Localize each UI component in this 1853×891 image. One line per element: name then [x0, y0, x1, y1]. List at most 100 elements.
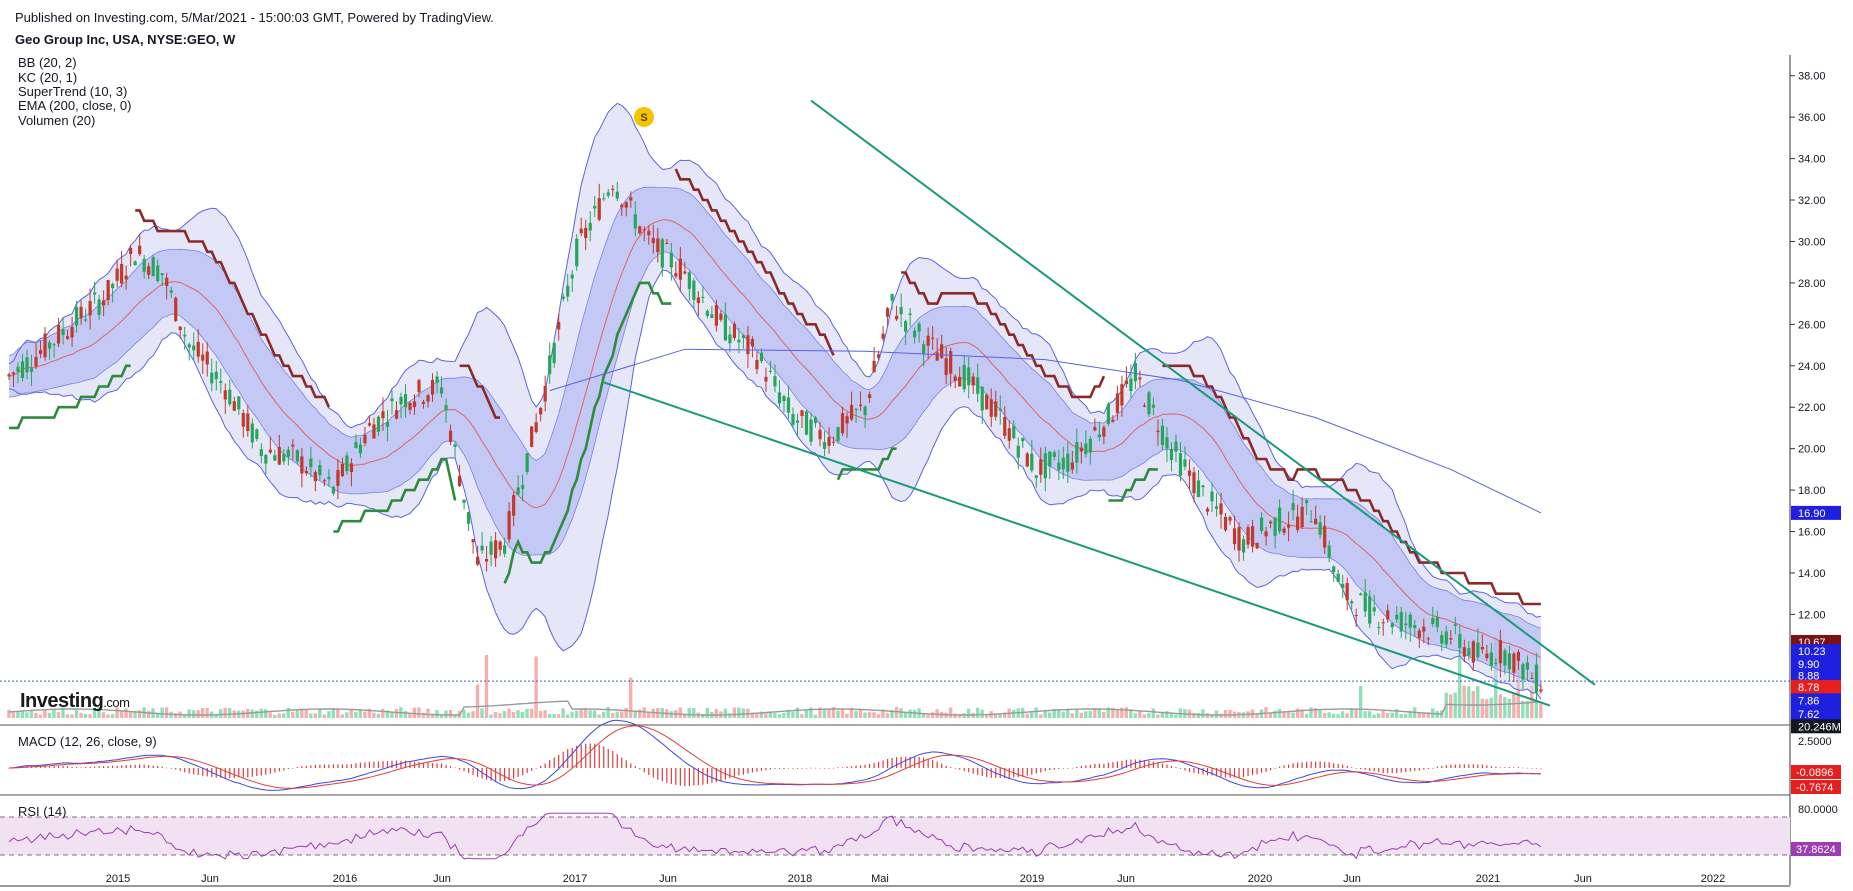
- candle-body: [1012, 425, 1016, 439]
- candle-body: [277, 447, 281, 465]
- macd-histogram-bar: [859, 765, 862, 768]
- macd-line: [8, 719, 1541, 791]
- candle-body: [1345, 583, 1349, 601]
- trendline[interactable]: [810, 99, 1596, 686]
- macd-histogram-bar: [679, 768, 681, 786]
- macd-histogram-bar: [323, 764, 325, 768]
- candle-body: [886, 308, 890, 317]
- volume-bar: [1093, 708, 1097, 718]
- bollinger-band-fill: [9, 103, 1541, 699]
- x-tick-label: Jun: [1574, 873, 1592, 885]
- volume-bar: [1273, 710, 1277, 718]
- volume-bar: [88, 714, 92, 718]
- macd-histogram-bar: [652, 768, 654, 778]
- macd-histogram-bar: [751, 768, 754, 773]
- candle-body: [786, 397, 791, 413]
- candle-body: [1521, 664, 1525, 680]
- candle-body: [795, 420, 800, 423]
- candle-body: [642, 229, 646, 231]
- volume-ma-line: [8, 700, 1541, 716]
- candle-body: [1476, 642, 1480, 658]
- volume-bar: [1534, 700, 1539, 718]
- macd-histogram-bar: [598, 744, 600, 768]
- candle-body: [156, 265, 160, 282]
- macd-histogram-bar: [265, 768, 267, 775]
- volume-bar: [1196, 713, 1201, 718]
- indicator-ema[interactable]: EMA (200, close, 0): [18, 98, 132, 113]
- macd-histogram-bar: [427, 762, 429, 768]
- volume-bar: [367, 708, 372, 718]
- volume-bar: [20, 710, 25, 718]
- trendline[interactable]: [603, 381, 1551, 707]
- macd-histogram-bar: [783, 768, 785, 769]
- macd-histogram-bar: [377, 761, 380, 768]
- volume-bar: [1458, 637, 1462, 718]
- candle-body: [354, 442, 358, 448]
- candle-body: [1205, 508, 1210, 512]
- candle-body: [295, 450, 299, 462]
- candle-body: [93, 292, 97, 295]
- macd-histogram-bar: [576, 745, 578, 768]
- candle-body: [1314, 518, 1318, 525]
- volume-bar: [597, 714, 601, 718]
- macd-histogram-bar: [513, 768, 515, 779]
- candle-body: [818, 429, 822, 440]
- candle-body: [367, 423, 372, 426]
- price-label-box: [1791, 644, 1841, 659]
- macd-histogram-bar: [1481, 764, 1483, 768]
- candle-body: [840, 413, 845, 434]
- candle-body: [516, 487, 520, 495]
- indicator-supertrend[interactable]: SuperTrend (10, 3): [18, 84, 128, 99]
- volume-bar: [899, 708, 903, 718]
- candle-body: [142, 258, 146, 272]
- volume-bar: [1219, 713, 1223, 718]
- rsi-label[interactable]: RSI (14): [18, 804, 67, 819]
- macd-histogram-bar: [94, 766, 96, 768]
- candle-body: [831, 441, 836, 443]
- macd-histogram-bar: [1369, 768, 1371, 771]
- macd-histogram-bar: [823, 768, 826, 769]
- volume-bar: [507, 708, 511, 718]
- volume-bar: [1318, 710, 1322, 718]
- macd-histogram-bar: [44, 766, 46, 768]
- volume-bar: [1192, 712, 1196, 718]
- macd-histogram-bar: [472, 768, 474, 776]
- x-tick-label: 2016: [333, 873, 357, 885]
- macd-histogram-bar: [1193, 768, 1195, 773]
- candle-body: [169, 290, 173, 293]
- indicator-kc[interactable]: KC (20, 1): [18, 70, 78, 85]
- candle-body: [1377, 626, 1381, 628]
- macd-histogram-bar: [1040, 768, 1042, 773]
- indicator-volume[interactable]: Volumen (20): [18, 113, 96, 128]
- candle-body: [1223, 516, 1228, 531]
- macd-histogram-bar: [283, 768, 285, 771]
- macd-histogram-bar: [1085, 765, 1087, 768]
- indicator-bb[interactable]: BB (20, 2): [18, 55, 77, 70]
- volume-bar: [1106, 707, 1110, 718]
- macd-label[interactable]: MACD (12, 26, close, 9): [18, 734, 157, 749]
- macd-histogram-bar: [688, 768, 690, 787]
- price-label-box: [1791, 679, 1841, 694]
- volume-bar: [651, 708, 655, 718]
- volume-bar: [1530, 685, 1534, 718]
- volume-bar: [408, 714, 412, 718]
- volume-bar: [74, 709, 79, 718]
- supertrend-down-line: [459, 364, 501, 419]
- volume-bar: [79, 712, 83, 718]
- candle-body: [854, 408, 858, 410]
- candle-body: [1408, 614, 1412, 628]
- macd-histogram-bar: [1427, 768, 1429, 770]
- macd-histogram-bar: [1414, 768, 1416, 771]
- candle-body: [1021, 438, 1025, 442]
- candle-body: [881, 333, 885, 339]
- split-marker[interactable]: S: [634, 107, 654, 127]
- volume-bar: [885, 713, 890, 718]
- volume-bar: [831, 707, 836, 718]
- macd-histogram-bar: [400, 760, 402, 768]
- rsi-value-box: [1791, 842, 1841, 856]
- volume-bar: [327, 711, 331, 718]
- macd-histogram-bar: [1152, 761, 1155, 768]
- candle-body: [219, 381, 223, 383]
- volume-bar: [1327, 712, 1331, 718]
